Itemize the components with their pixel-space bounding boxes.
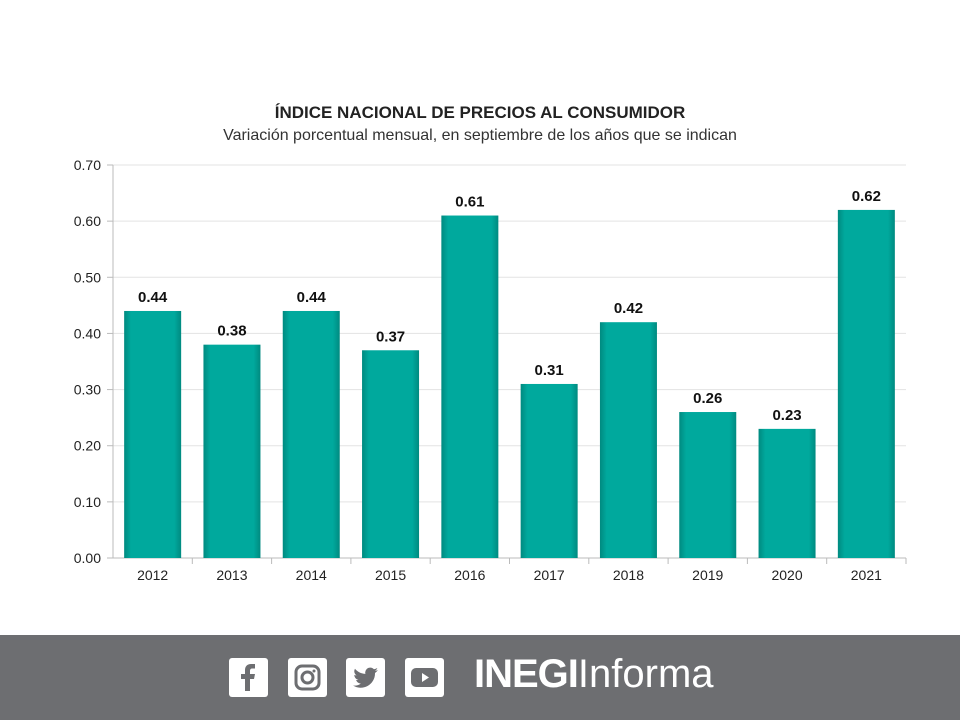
data-label: 0.26 (693, 390, 722, 407)
brand-light: Informa (577, 652, 714, 696)
twitter-icon[interactable] (346, 658, 385, 697)
bar-2016 (441, 215, 499, 558)
data-label: 0.38 (217, 323, 246, 340)
data-label: 0.44 (297, 289, 327, 306)
bar-2021 (837, 209, 895, 558)
data-label: 0.37 (376, 328, 405, 345)
brand-bold: INEGI (474, 652, 579, 696)
inegi-informa-logo: INEGIInforma (474, 652, 714, 697)
bar-chart: 0.00 0.10 0.20 0.30 0.40 0.50 0.60 0.70 0.44 2012… (74, 157, 907, 583)
data-label: 0.61 (455, 194, 484, 211)
bar-2020 (758, 428, 816, 558)
data-label: 0.31 (535, 362, 564, 379)
y-tick-label: 0.00 (74, 550, 101, 566)
y-tick-label: 0.20 (74, 438, 101, 454)
facebook-icon[interactable] (229, 658, 268, 697)
bar-2019 (679, 412, 737, 558)
x-tick-label: 2012 (137, 567, 168, 583)
y-tick-label: 0.70 (74, 157, 101, 173)
y-tick-label: 0.30 (74, 382, 101, 398)
chart-subtitle: Variación porcentual mensual, en septiem… (223, 127, 737, 144)
y-tick-label: 0.40 (74, 325, 101, 341)
y-tick-label: 0.50 (74, 269, 101, 285)
y-tick-label: 0.10 (74, 494, 101, 510)
x-tick-label: 2013 (216, 567, 247, 583)
x-tick-label: 2015 (375, 567, 406, 583)
x-tick-label: 2019 (692, 567, 723, 583)
data-label: 0.44 (138, 289, 168, 306)
bar-2012 (124, 310, 182, 558)
y-tick-label: 0.60 (74, 213, 101, 229)
bar-2018 (599, 322, 657, 558)
x-tick-label: 2018 (613, 567, 644, 583)
chart-title: ÍNDICE NACIONAL DE PRECIOS AL CONSUMIDOR (274, 103, 686, 122)
x-tick-label: 2021 (851, 567, 882, 583)
youtube-icon[interactable] (405, 658, 444, 697)
instagram-icon[interactable] (288, 658, 327, 697)
bar-2015 (362, 350, 420, 558)
bar-2017 (520, 383, 578, 558)
data-label: 0.62 (852, 188, 881, 205)
footer-bar (0, 635, 960, 720)
x-tick-label: 2016 (454, 567, 485, 583)
x-tick-label: 2020 (771, 567, 802, 583)
data-label: 0.23 (772, 407, 801, 424)
x-tick-label: 2017 (534, 567, 565, 583)
bar-2014 (282, 310, 340, 558)
bar-2013 (203, 344, 261, 558)
x-tick-label: 2014 (296, 567, 327, 583)
data-label: 0.42 (614, 300, 643, 317)
